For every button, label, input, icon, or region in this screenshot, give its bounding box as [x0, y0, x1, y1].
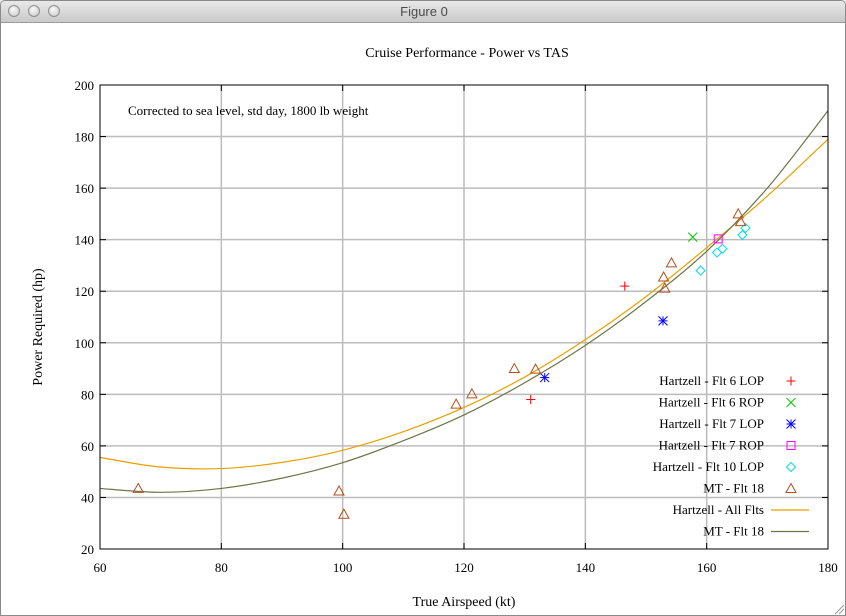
x-tick-label: 60	[94, 560, 107, 575]
legend-label: Hartzell - Flt 6 ROP	[659, 395, 764, 410]
title-bar[interactable]: Figure 0	[1, 1, 845, 23]
x-tick-label: 180	[818, 560, 838, 575]
minimize-window-button[interactable]	[28, 5, 40, 17]
x-tick-label: 100	[333, 560, 353, 575]
legend-label: Hartzell - Flt 7 ROP	[659, 438, 764, 453]
data-point	[717, 243, 728, 254]
chart-title: Cruise Performance - Power vs TAS	[365, 46, 569, 61]
legend-marker	[785, 461, 797, 473]
y-tick-label: 120	[75, 284, 95, 299]
legend-marker	[786, 441, 796, 450]
legend-label: MT - Flt 18	[703, 524, 764, 539]
legend-label: Hartzell - Flt 10 LOP	[653, 459, 764, 474]
data-point	[526, 394, 536, 404]
data-point	[132, 482, 145, 493]
data-point	[539, 372, 550, 383]
chart-svg: Cruise Performance - Power vs TAS 60 80 10…	[31, 46, 838, 610]
close-window-button[interactable]	[8, 5, 20, 17]
window-title: Figure 0	[400, 4, 448, 19]
data-point	[687, 232, 698, 242]
y-tick-label: 60	[81, 439, 94, 454]
y-tick-label: 40	[81, 490, 94, 505]
resize-grip-icon[interactable]	[833, 603, 845, 615]
data-point	[338, 508, 350, 519]
zoom-window-button[interactable]	[48, 5, 60, 17]
legend-marker	[786, 376, 796, 386]
y-tick-label: 80	[81, 387, 94, 402]
plot-area: Cruise Performance - Power vs TAS 60 80 10…	[1, 23, 845, 615]
data-points	[132, 207, 751, 519]
data-point	[466, 387, 478, 399]
data-point	[529, 363, 542, 374]
legend-label: Hartzell - Flt 6 LOP	[659, 373, 764, 388]
fit-curve-line	[99, 110, 829, 493]
data-point	[658, 316, 668, 326]
data-point	[734, 215, 747, 227]
legend-marker	[786, 397, 796, 408]
fit-curves	[99, 110, 829, 493]
data-point	[508, 362, 521, 374]
data-point	[333, 484, 345, 496]
x-tick-label: 160	[697, 560, 717, 575]
legend-label: Hartzell - Flt 7 LOP	[659, 416, 764, 431]
chart-annotation: Corrected to sea level, std day, 1800 lb…	[128, 103, 369, 118]
y-tick-label: 180	[75, 130, 95, 145]
grid	[100, 85, 828, 549]
x-axis-label: True Airspeed (kt)	[413, 595, 516, 610]
data-point	[620, 281, 630, 291]
y-tick-label: 200	[75, 78, 95, 93]
legend-label: MT - Flt 18	[703, 481, 764, 496]
legend-label: Hartzell - All Flts	[673, 502, 764, 517]
data-point	[695, 265, 706, 276]
data-point	[658, 282, 671, 293]
data-point	[657, 271, 670, 282]
legend-marker	[785, 482, 797, 493]
y-tick-label: 140	[75, 233, 95, 248]
fit-curve-line	[99, 138, 829, 470]
y-tick-label: 100	[75, 336, 95, 351]
y-tick-label: 160	[75, 181, 95, 196]
x-tick-label: 120	[454, 560, 474, 575]
axis-ticks: 60 80 100 120 140 160 180 20 40 60 80 100 120 140 160 1…	[75, 78, 838, 575]
y-axis-label: Power Required (hp)	[31, 268, 46, 386]
data-point	[665, 256, 678, 268]
data-point	[732, 207, 745, 219]
x-tick-label: 80	[215, 560, 228, 575]
data-point	[740, 222, 751, 234]
data-point	[737, 229, 748, 241]
data-point	[450, 398, 462, 409]
legend: Hartzell - Flt 6 LOP Hartzell - Flt 6 ROP…	[653, 373, 809, 539]
y-tick-label: 20	[81, 542, 94, 557]
data-point	[713, 234, 723, 244]
legend-marker	[786, 419, 796, 429]
x-tick-label: 140	[576, 560, 596, 575]
data-point	[711, 247, 723, 258]
